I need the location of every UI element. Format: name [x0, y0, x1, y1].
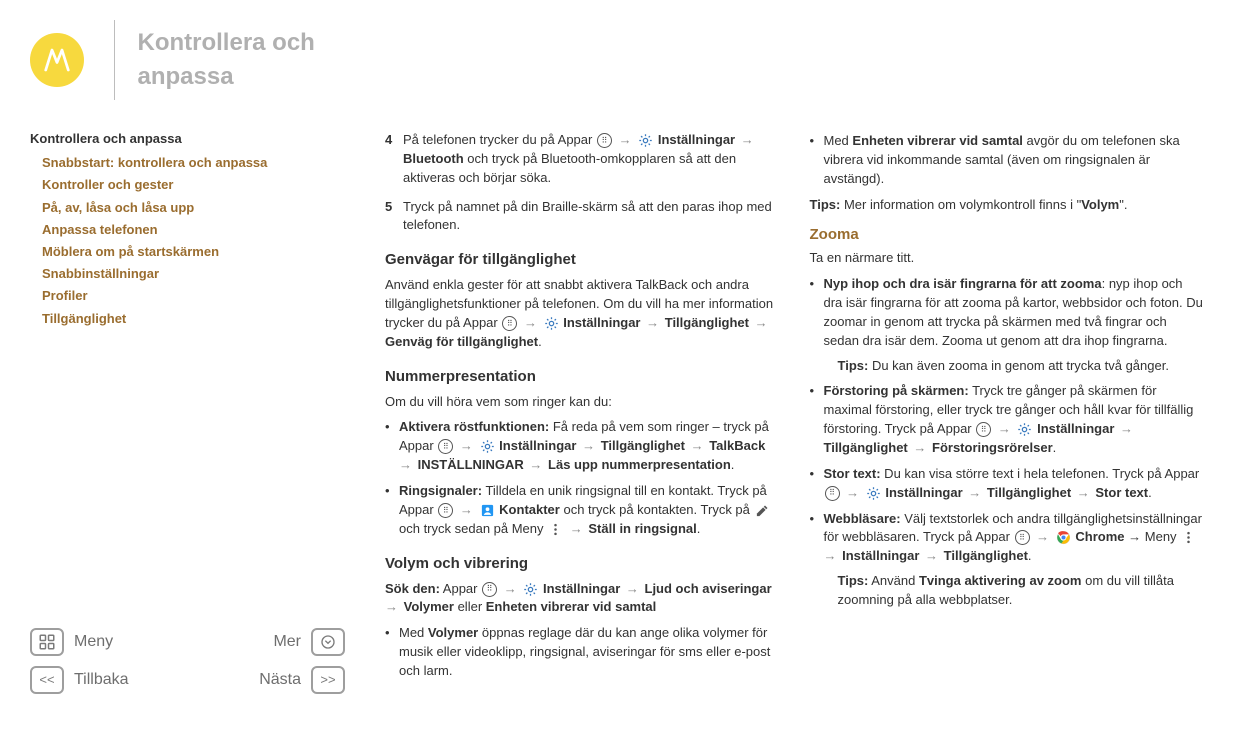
section-zooma-intro: Ta en närmare titt. [810, 249, 1205, 268]
bullet-aktivera: Aktivera röstfunktionen: Få reda på vem … [385, 418, 780, 475]
gear-icon [523, 582, 538, 597]
nav-item-tillganglighet[interactable]: Tillgänglighet [30, 308, 345, 330]
motorola-logo [30, 33, 84, 87]
more-button[interactable]: Mer [273, 628, 345, 656]
content: 4 På telefonen trycker du på Appar ⠿ → I… [365, 0, 1234, 744]
section-volym-title: Volym och vibrering [385, 553, 780, 574]
back-label: Tillbaka [74, 669, 129, 691]
chrome-icon [1056, 530, 1071, 545]
page-title: Kontrollera och anpassa [137, 26, 345, 93]
menu-button[interactable]: Meny [30, 628, 113, 656]
menu-dots-icon [1181, 530, 1196, 545]
bullet-webblasare: Webbläsare: Välj textstorlek och andra t… [810, 510, 1205, 610]
section-volym-sok: Sök den: Appar ⠿ → Inställningar → Ljud … [385, 580, 780, 618]
bullet-volymer: Med Volymer öppnas reglage där du kan an… [385, 624, 780, 681]
gear-icon [480, 439, 495, 454]
bottom-nav: Meny Mer << Tillbaka Nästa >> [30, 618, 345, 724]
section-zooma-title: Zooma [810, 224, 1205, 245]
apps-icon: ⠿ [1015, 530, 1030, 545]
bullet-nyp: Nyp ihop och dra isär fingrarna för att … [810, 275, 1205, 375]
tip-webblasare: Tips: Använd Tvinga aktivering av zoom o… [838, 572, 1205, 610]
edit-icon [755, 503, 770, 518]
nav-item-profiler[interactable]: Profiler [30, 285, 345, 307]
nav-item-kontroller[interactable]: Kontroller och gester [30, 174, 345, 196]
next-button[interactable]: Nästa >> [259, 666, 345, 694]
contacts-icon [480, 503, 495, 518]
step-text: På telefonen trycker du på Appar ⠿ → Ins… [403, 131, 780, 188]
gear-icon [1017, 422, 1032, 437]
nav: Kontrollera och anpassa Snabbstart: kont… [30, 130, 345, 330]
nav-item-pa-av[interactable]: På, av, låsa och låsa upp [30, 197, 345, 219]
apps-icon: ⠿ [438, 439, 453, 454]
section-zooma-list: Nyp ihop och dra isär fingrarna för att … [810, 275, 1205, 610]
more-label: Mer [273, 631, 301, 653]
nav-item-anpassa[interactable]: Anpassa telefonen [30, 219, 345, 241]
nav-item-snabbinst[interactable]: Snabbinställningar [30, 263, 345, 285]
apps-icon: ⠿ [597, 133, 612, 148]
column-2: Med Enheten vibrerar vid samtal avgör du… [810, 25, 1205, 724]
apps-icon: ⠿ [502, 316, 517, 331]
nav-item-moblera[interactable]: Möblera om på startskärmen [30, 241, 345, 263]
top-bullet: Med Enheten vibrerar vid samtal avgör du… [810, 132, 1205, 189]
step-5: 5 Tryck på namnet på din Braille-skärm s… [385, 198, 780, 236]
header-divider [114, 20, 115, 100]
menu-label: Meny [74, 631, 113, 653]
section-genvagar-title: Genvägar för tillgänglighet [385, 249, 780, 270]
tips-volym: Tips: Mer information om volymkontroll f… [810, 196, 1205, 215]
step-number: 5 [385, 198, 403, 236]
more-icon [311, 628, 345, 656]
apps-icon: ⠿ [976, 422, 991, 437]
section-volym-list: Med Volymer öppnas reglage där du kan an… [385, 624, 780, 681]
nav-heading: Kontrollera och anpassa [30, 130, 345, 148]
step-text: Tryck på namnet på din Braille-skärm så … [403, 198, 780, 236]
gear-icon [638, 133, 653, 148]
section-nummer-list: Aktivera röstfunktionen: Få reda på vem … [385, 418, 780, 538]
gear-icon [866, 486, 881, 501]
bullet-stortext: Stor text: Du kan visa större text i hel… [810, 465, 1205, 503]
bullet-vibrerar: Med Enheten vibrerar vid samtal avgör du… [810, 132, 1205, 189]
section-nummer-title: Nummerpresentation [385, 366, 780, 387]
nav-item-snabbstart[interactable]: Snabbstart: kontrollera och anpassa [30, 152, 345, 174]
step-4: 4 På telefonen trycker du på Appar ⠿ → I… [385, 131, 780, 188]
gear-icon [544, 316, 559, 331]
menu-icon [30, 628, 64, 656]
section-genvagar-body: Använd enkla gester för att snabbt aktiv… [385, 276, 780, 351]
next-label: Nästa [259, 669, 301, 691]
menu-dots-icon [548, 522, 563, 537]
header: Kontrollera och anpassa [30, 20, 345, 100]
next-icon: >> [311, 666, 345, 694]
apps-icon: ⠿ [482, 582, 497, 597]
bullet-forstoring: Förstoring på skärmen: Tryck tre gånger … [810, 382, 1205, 457]
back-icon: << [30, 666, 64, 694]
apps-icon: ⠿ [438, 503, 453, 518]
bullet-ringsignaler: Ringsignaler: Tilldela en unik ringsigna… [385, 482, 780, 539]
numbered-steps: 4 På telefonen trycker du på Appar ⠿ → I… [385, 131, 780, 235]
step-number: 4 [385, 131, 403, 188]
back-button[interactable]: << Tillbaka [30, 666, 129, 694]
apps-icon: ⠿ [825, 486, 840, 501]
sidebar: Kontrollera och anpassa Kontrollera och … [0, 0, 365, 744]
tip-nyp: Tips: Du kan även zooma in genom att try… [838, 357, 1205, 376]
section-nummer-intro: Om du vill höra vem som ringer kan du: [385, 393, 780, 412]
column-1: 4 På telefonen trycker du på Appar ⠿ → I… [385, 25, 780, 724]
